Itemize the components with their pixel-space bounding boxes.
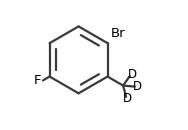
Text: F: F: [34, 74, 42, 87]
Text: D: D: [123, 92, 132, 105]
Text: D: D: [128, 68, 137, 81]
Text: D: D: [133, 80, 143, 93]
Text: Br: Br: [111, 27, 125, 40]
